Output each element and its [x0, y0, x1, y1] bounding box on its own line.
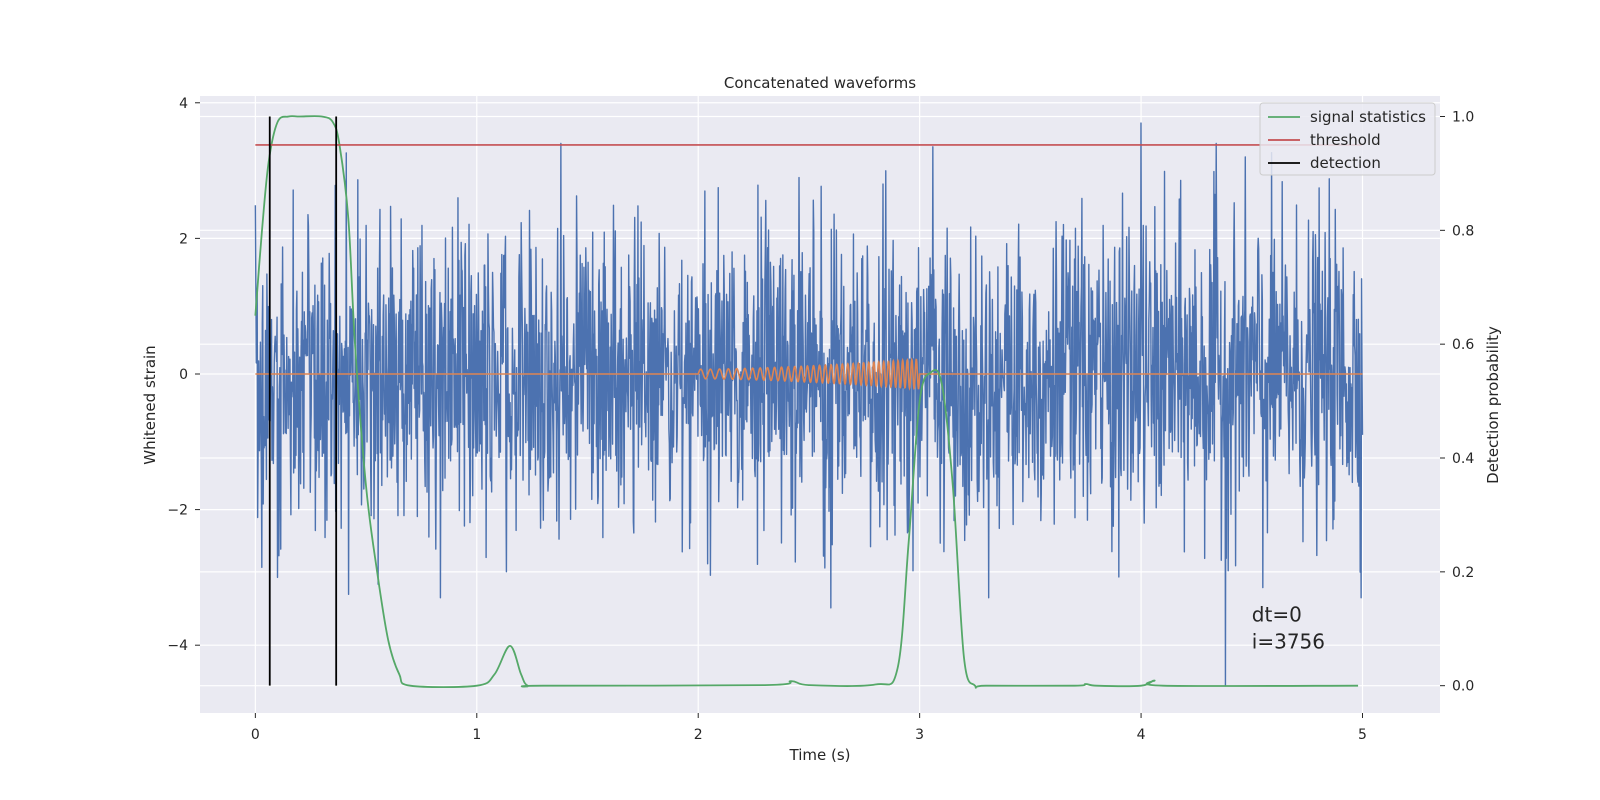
legend-label-signal-statistics: signal statistics	[1310, 108, 1426, 126]
legend-box	[1259, 102, 1436, 176]
y-tick-label-right: 0.0	[1452, 679, 1474, 695]
annotation-i: i=3756	[1252, 630, 1325, 654]
x-tick-label: 4	[1137, 727, 1146, 743]
series-strain-line	[254, 122, 1364, 687]
y-tick-label-left: −4	[167, 638, 188, 654]
x-tick-label: 1	[472, 727, 481, 743]
legend-label-threshold: threshold	[1310, 131, 1381, 149]
axes: 0 1 2 3 4 5 4 2 0 −2 −4 1.0 0.8 0.6 0.4 0.2 0.0	[167, 96, 1474, 743]
annotation-dt: dt=0	[1252, 602, 1302, 626]
y-tick-label-right: 0.2	[1452, 565, 1474, 581]
y-tick-label-right: 0.4	[1452, 451, 1474, 467]
x-tick-label: 0	[251, 727, 260, 743]
chart-title: Concatenated waveforms	[724, 74, 916, 92]
y-axis-label-right: Detection probability	[1484, 326, 1502, 484]
y-tick-label-right: 0.6	[1452, 337, 1474, 353]
x-tick-label: 5	[1358, 727, 1367, 743]
y-tick-label-left: 0	[179, 367, 188, 383]
series-layer	[254, 115, 1364, 689]
y-tick-label-left: 4	[179, 96, 188, 112]
y-axis-label-left: Whitened strain	[141, 345, 159, 464]
annotations: dt=0 i=3756	[1252, 602, 1325, 653]
y-tick-label-right: 0.8	[1452, 223, 1474, 239]
legend: signal statistics threshold detection	[1259, 102, 1436, 176]
legend-label-detection: detection	[1310, 154, 1381, 172]
x-tick-label: 2	[694, 727, 703, 743]
y-tick-label-left: 2	[179, 231, 188, 247]
x-tick-label: 3	[915, 727, 924, 743]
y-tick-label-left: −2	[167, 503, 188, 519]
series-chirp-line	[255, 357, 1363, 391]
y-tick-label-right: 1.0	[1452, 109, 1474, 125]
x-axis-label: Time (s)	[789, 746, 851, 764]
